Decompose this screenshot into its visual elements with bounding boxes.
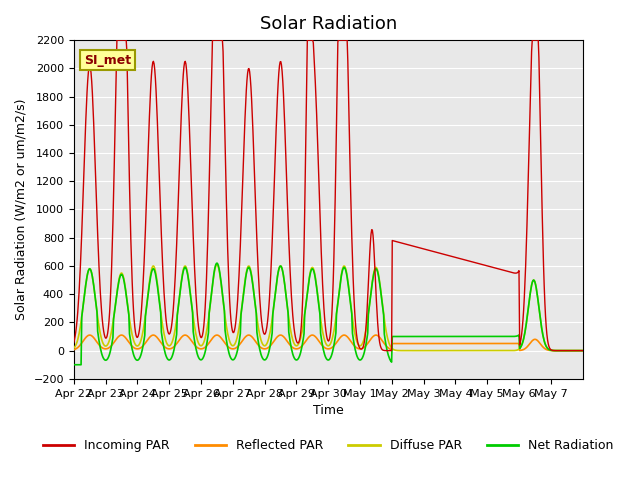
Y-axis label: Solar Radiation (W/m2 or um/m2/s): Solar Radiation (W/m2 or um/m2/s): [15, 99, 28, 320]
X-axis label: Time: Time: [313, 404, 344, 417]
Title: Solar Radiation: Solar Radiation: [260, 15, 397, 33]
Text: SI_met: SI_met: [84, 54, 131, 67]
Legend: Incoming PAR, Reflected PAR, Diffuse PAR, Net Radiation: Incoming PAR, Reflected PAR, Diffuse PAR…: [38, 434, 618, 457]
